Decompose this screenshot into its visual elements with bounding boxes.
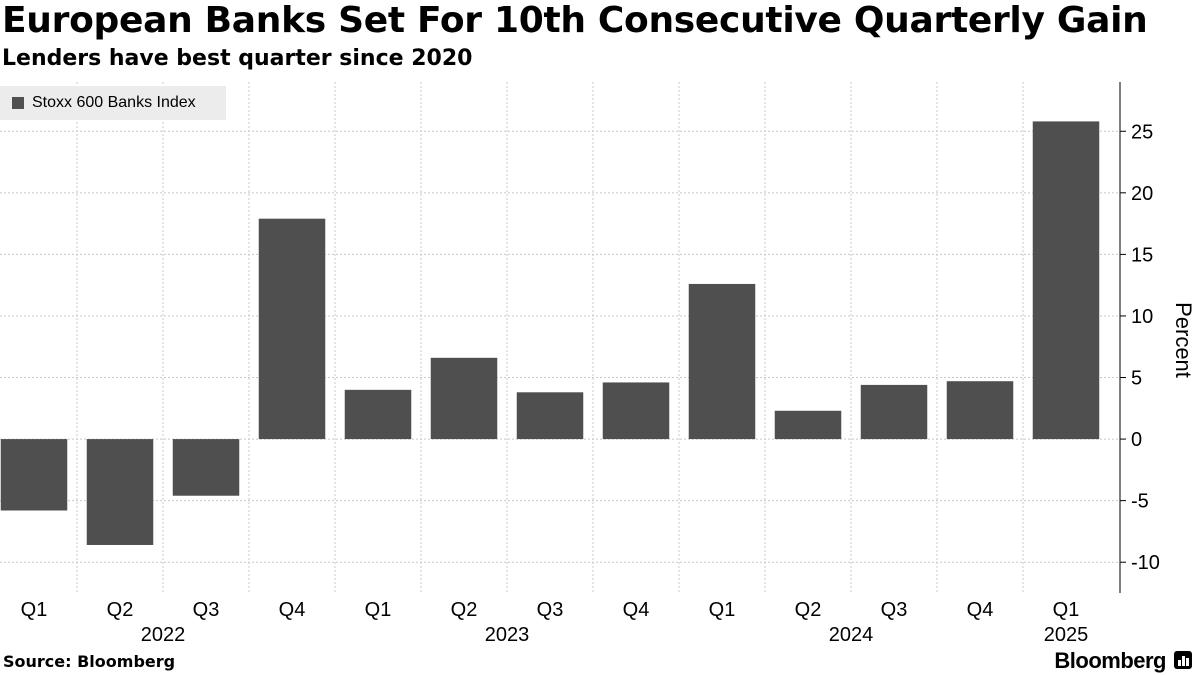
bar xyxy=(516,392,584,440)
y-tick-label: -5 xyxy=(1131,491,1149,513)
bar xyxy=(946,381,1014,440)
grid-layer xyxy=(0,82,1120,593)
bar xyxy=(0,439,68,511)
x-year-label: 2023 xyxy=(485,624,530,646)
y-tick-label: 25 xyxy=(1131,121,1153,143)
source-note: Source: Bloomberg xyxy=(3,652,176,671)
bar xyxy=(86,439,154,545)
y-axis-title: Percent xyxy=(1171,302,1196,378)
bar xyxy=(258,218,326,440)
x-year-label: 2024 xyxy=(829,624,874,646)
bloomberg-logo: Bloomberg xyxy=(1054,648,1166,673)
x-tick-label: Q1 xyxy=(709,599,736,621)
y-tick-label: 0 xyxy=(1131,429,1142,451)
y-tick-label: 10 xyxy=(1131,306,1153,328)
x-year-label: 2022 xyxy=(141,624,186,646)
x-tick-label: Q3 xyxy=(193,599,220,621)
bar xyxy=(430,357,498,440)
x-tick-label: Q1 xyxy=(1053,599,1080,621)
x-tick-label: Q1 xyxy=(21,599,48,621)
bar-layer xyxy=(0,121,1100,545)
x-tick-label: Q3 xyxy=(537,599,564,621)
bar xyxy=(1032,121,1100,440)
x-tick-label: Q4 xyxy=(279,599,306,621)
x-tick-label: Q4 xyxy=(623,599,650,621)
bloomberg-terminal-icon xyxy=(1174,651,1192,669)
x-tick-label: Q2 xyxy=(451,599,478,621)
y-tick-label: 5 xyxy=(1131,368,1142,390)
legend-label: Stoxx 600 Banks Index xyxy=(32,94,196,111)
x-year-label: 2025 xyxy=(1044,624,1089,646)
x-tick-label: Q2 xyxy=(107,599,134,621)
bar xyxy=(602,382,670,440)
chart-title: European Banks Set For 10th Consecutive … xyxy=(2,0,1148,41)
x-tick-label: Q3 xyxy=(881,599,908,621)
bar xyxy=(774,410,842,440)
x-tick-label: Q2 xyxy=(795,599,822,621)
y-tick-label: 15 xyxy=(1131,244,1153,266)
legend-swatch xyxy=(12,97,24,109)
chart-subtitle: Lenders have best quarter since 2020 xyxy=(2,46,473,71)
y-tick-label: -10 xyxy=(1131,552,1160,574)
y-tick-label: 20 xyxy=(1131,183,1153,205)
x-tick-label: Q4 xyxy=(967,599,994,621)
x-tick-label: Q1 xyxy=(365,599,392,621)
bar xyxy=(172,439,240,496)
legend: Stoxx 600 Banks Index xyxy=(0,86,226,120)
bar xyxy=(688,283,756,440)
bar xyxy=(860,384,928,440)
bar xyxy=(344,389,412,440)
